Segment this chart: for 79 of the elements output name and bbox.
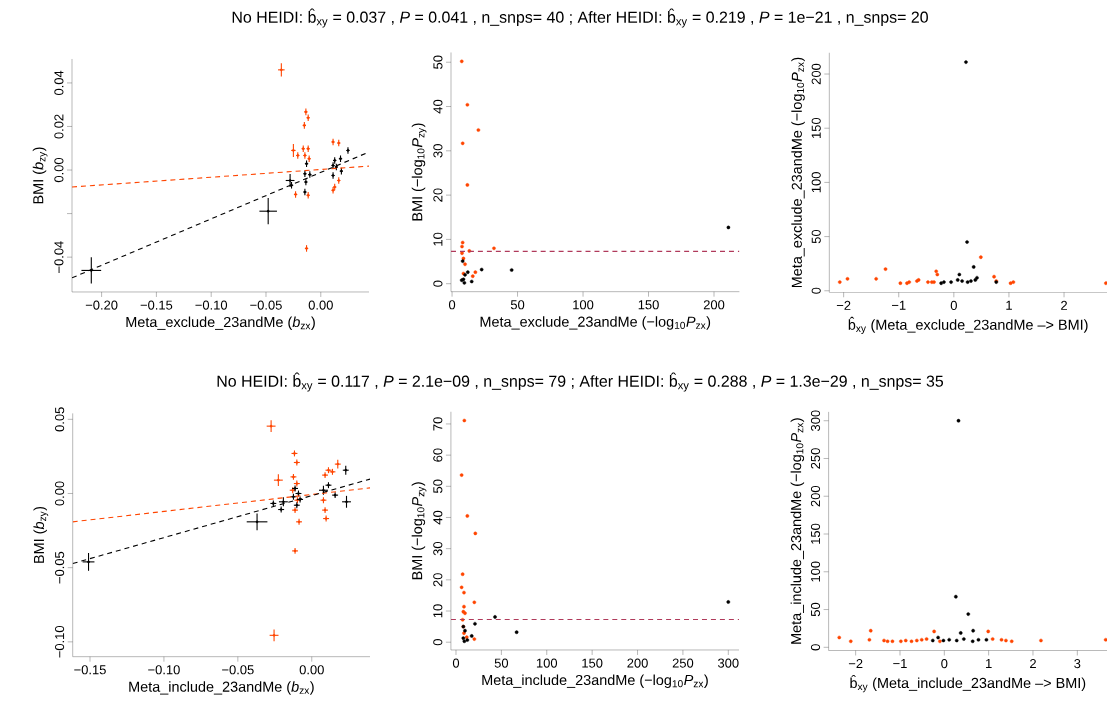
chart-title: No HEIDI: b̂$_{xy}$ = 0.037 , P = 0.041 , n_snps= 40 ; After HEIDI: b̂$_{xy}$ = 0.219 , P = 1e−21 , n_snps= 20 <box>232 8 928 28</box>
y-axis-title: BMI (−log$_{10}$P$_{zy}$) <box>411 482 427 580</box>
y-tick-label: 20 <box>433 573 443 587</box>
y-tick-label: 0 <box>433 639 443 646</box>
x-tick-label: 0 <box>448 300 456 310</box>
x-tick-label: −1 <box>893 659 907 668</box>
x-axis-title: b̂$_{xy}$ (Meta_exclude_23andMe –> BMI) <box>848 316 1088 334</box>
x-tick-label: −0.15 <box>74 665 106 675</box>
y-tick-label: 0.05 <box>55 407 65 432</box>
x-tick-label: 100 <box>573 300 594 310</box>
y-tick-label: −0.04 <box>54 241 64 273</box>
x-tick-label: 300 <box>718 658 739 668</box>
y-tick-label: 50 <box>810 602 821 617</box>
y-tick-label: 200 <box>811 63 821 85</box>
y-axis-title: Meta_exclude_23andMe (−log$_{10}$P$_{zx}$) <box>791 57 805 288</box>
y-tick-label: 70 <box>433 417 443 431</box>
x-axis-title: b̂$_{xy}$ (Meta_include_23andMe –> BMI) <box>850 675 1086 693</box>
y-tick-label: 10 <box>433 604 443 618</box>
x-tick-label: −0.15 <box>140 300 173 310</box>
x-tick-label: 1 <box>986 659 992 668</box>
x-tick-label: 200 <box>627 658 648 668</box>
y-tick-label: 30 <box>433 144 443 158</box>
y-axis-title: BMI (b$_{zy}$) <box>32 147 48 204</box>
x-axis-title: Meta_include_23andMe (−log$_{10}$P$_{zx}$) <box>482 674 708 688</box>
y-axis-title: BMI (−log$_{10}$P$_{zy}$) <box>411 123 427 221</box>
x-tick-label: 0.00 <box>299 665 324 675</box>
x-tick-label: 0 <box>452 658 460 668</box>
y-axis-title: BMI (b$_{zy}$) <box>33 506 49 563</box>
y-tick-label: 20 <box>433 188 443 202</box>
y-tick-label: 0 <box>811 287 821 294</box>
y-tick-label: 0.00 <box>55 481 65 506</box>
y-tick-label: 150 <box>810 523 821 544</box>
y-tick-label: 0.00 <box>54 157 64 183</box>
x-tick-label: −0.20 <box>85 300 118 310</box>
x-tick-label: −2 <box>848 659 863 669</box>
y-tick-label: −0.05 <box>55 551 65 584</box>
y-tick-label: 100 <box>810 561 821 582</box>
y-tick-label: 100 <box>811 172 821 193</box>
y-tick-label: 250 <box>810 448 821 469</box>
y-tick-label: 150 <box>811 117 821 139</box>
x-tick-label: −0.05 <box>250 300 282 310</box>
x-tick-label: 1 <box>1006 300 1012 310</box>
x-tick-label: 150 <box>638 300 659 310</box>
y-tick-label: 200 <box>810 485 821 507</box>
x-tick-label: 2 <box>1030 659 1036 669</box>
x-tick-label: −0.10 <box>195 300 228 310</box>
x-tick-label: 200 <box>703 300 725 310</box>
y-tick-label: 50 <box>811 229 821 244</box>
y-tick-label: 0.02 <box>54 114 64 139</box>
x-axis-title: Meta_exclude_23andMe (b$_{zx}$) <box>126 316 315 330</box>
x-tick-label: 100 <box>536 658 558 668</box>
y-tick-label: 60 <box>433 448 443 462</box>
y-tick-label: 0 <box>433 280 443 287</box>
y-tick-label: 30 <box>433 541 443 556</box>
y-tick-label: 40 <box>433 99 443 114</box>
x-tick-label: 50 <box>494 658 509 668</box>
chart-title: No HEIDI: b̂$_{xy}$ = 0.117 , P = 2.1e−09 , n_snps= 79 ; After HEIDI: b̂$_{xy}$ = 0.288 , P = 1.3e−29 , n_snps= 35 <box>217 372 944 392</box>
x-tick-label: 150 <box>582 658 603 668</box>
y-tick-label: 0 <box>810 644 821 651</box>
y-tick-label: 0.04 <box>54 70 64 96</box>
x-tick-label: 50 <box>510 300 525 310</box>
x-tick-label: −0.05 <box>222 665 254 675</box>
x-axis-title: Meta_exclude_23andMe (−log$_{10}$P$_{zx}$) <box>480 316 711 330</box>
x-tick-label: 250 <box>672 658 694 668</box>
x-tick-label: 2 <box>1061 300 1067 310</box>
x-tick-label: −2 <box>836 300 851 310</box>
x-tick-label: 0 <box>941 659 948 669</box>
y-tick-label: 40 <box>433 510 443 525</box>
x-tick-label: 0 <box>950 300 957 310</box>
x-axis-title: Meta_include_23andMe (b$_{zx}$) <box>129 681 314 695</box>
y-tick-label: 10 <box>433 232 443 246</box>
x-tick-label: 3 <box>1074 659 1081 669</box>
x-tick-label: −1 <box>892 300 906 310</box>
y-tick-label: 50 <box>433 479 443 493</box>
x-tick-label: −0.10 <box>148 665 180 675</box>
x-tick-label: 0.00 <box>308 300 333 310</box>
y-axis-title: Meta_include_23andMe (−log$_{10}$P$_{zx}$) <box>790 418 805 644</box>
y-tick-label: 50 <box>433 55 443 69</box>
y-tick-label: 300 <box>810 410 821 432</box>
